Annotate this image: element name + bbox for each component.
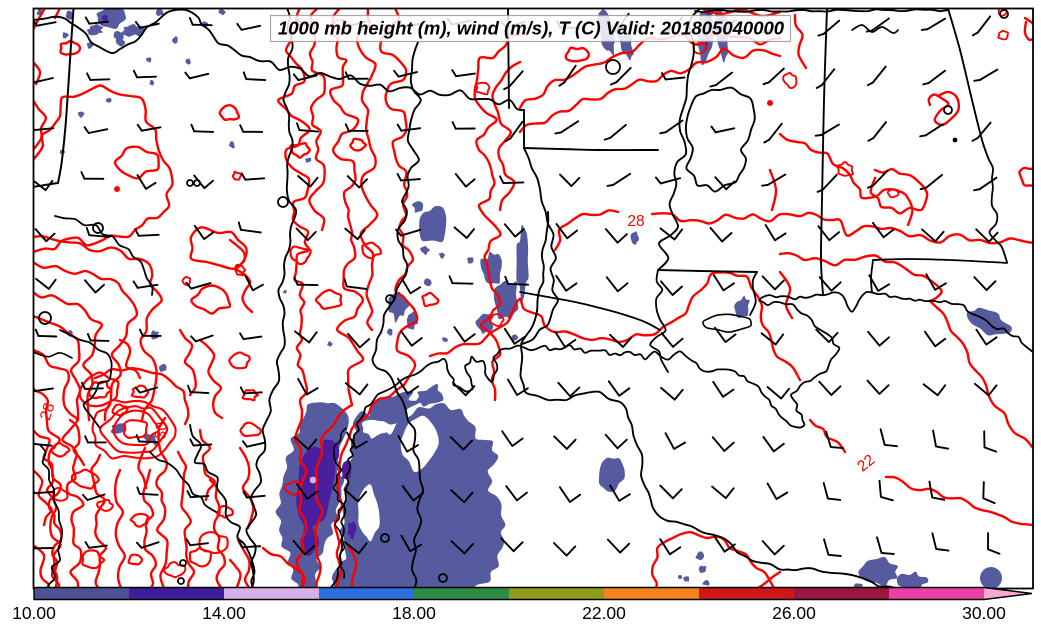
svg-text:28: 28: [37, 401, 58, 423]
svg-text:14.00: 14.00: [202, 603, 246, 623]
svg-text:22.00: 22.00: [582, 603, 626, 623]
svg-text:18.00: 18.00: [392, 603, 436, 623]
svg-text:30: 30: [152, 421, 170, 440]
svg-text:1000 mb height (m), wind (m/s): 1000 mb height (m), wind (m/s), T (C) Va…: [278, 18, 785, 39]
svg-text:30.00: 30.00: [962, 603, 1006, 623]
svg-text:10.00: 10.00: [12, 603, 56, 623]
svg-text:26.00: 26.00: [772, 603, 816, 623]
svg-text:28: 28: [627, 213, 644, 230]
